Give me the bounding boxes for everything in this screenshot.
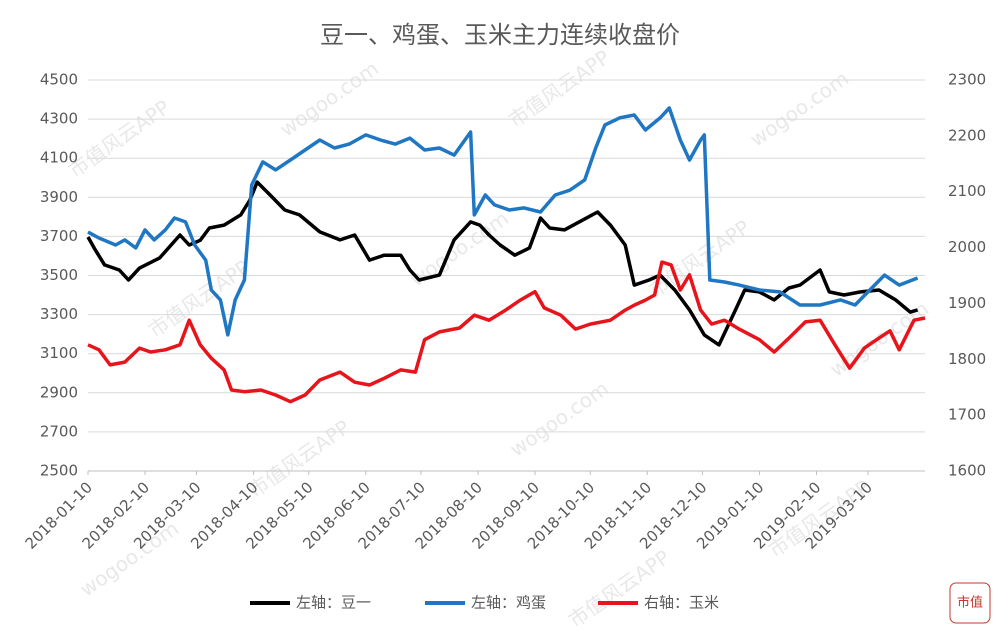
y2-tick-label: 2000 [948, 238, 986, 256]
y2-tick-label: 1600 [948, 462, 986, 480]
legend-label: 左轴：豆一 [296, 594, 371, 612]
y2-tick-label: 2200 [948, 126, 986, 144]
y-tick-label: 2700 [40, 422, 78, 440]
y2-tick-label: 2300 [948, 71, 986, 89]
y2-tick-label: 1900 [948, 294, 986, 312]
y-tick-label: 3100 [40, 344, 78, 362]
watermark: 市值风云APP [64, 95, 174, 182]
legend-label: 左轴：鸡蛋 [471, 594, 546, 612]
y-tick-label: 3300 [40, 305, 78, 323]
watermark: 市值风云APP [644, 215, 754, 302]
logo: 市值 [957, 595, 983, 611]
y-tick-label: 3500 [40, 266, 78, 284]
watermark: wogoo.com [275, 56, 383, 141]
y-tick-label: 3700 [40, 227, 78, 245]
y-tick-label: 2900 [40, 383, 78, 401]
y-tick-label: 2500 [40, 462, 78, 480]
y2-tick-label: 2100 [948, 182, 986, 200]
chart-title: 豆一、鸡蛋、玉米主力连续收盘价 [320, 21, 680, 49]
watermark: 市值风云APP [144, 255, 254, 342]
y-tick-label: 4100 [40, 149, 78, 167]
series-line [87, 106, 919, 337]
logo-box [949, 582, 991, 624]
y2-tick-label: 1800 [948, 350, 986, 368]
watermark: wogoo.com [505, 376, 613, 461]
y-tick-label: 4300 [40, 110, 78, 128]
legend-label: 右轴：玉米 [644, 594, 719, 612]
watermark: 市值风云APP [564, 545, 674, 631]
series-line [86, 180, 919, 347]
y2-tick-label: 1700 [948, 406, 986, 424]
watermark: wogoo.com [745, 66, 853, 151]
y-tick-label: 4500 [40, 71, 78, 89]
series-line [87, 260, 926, 404]
y-tick-label: 3900 [40, 188, 78, 206]
